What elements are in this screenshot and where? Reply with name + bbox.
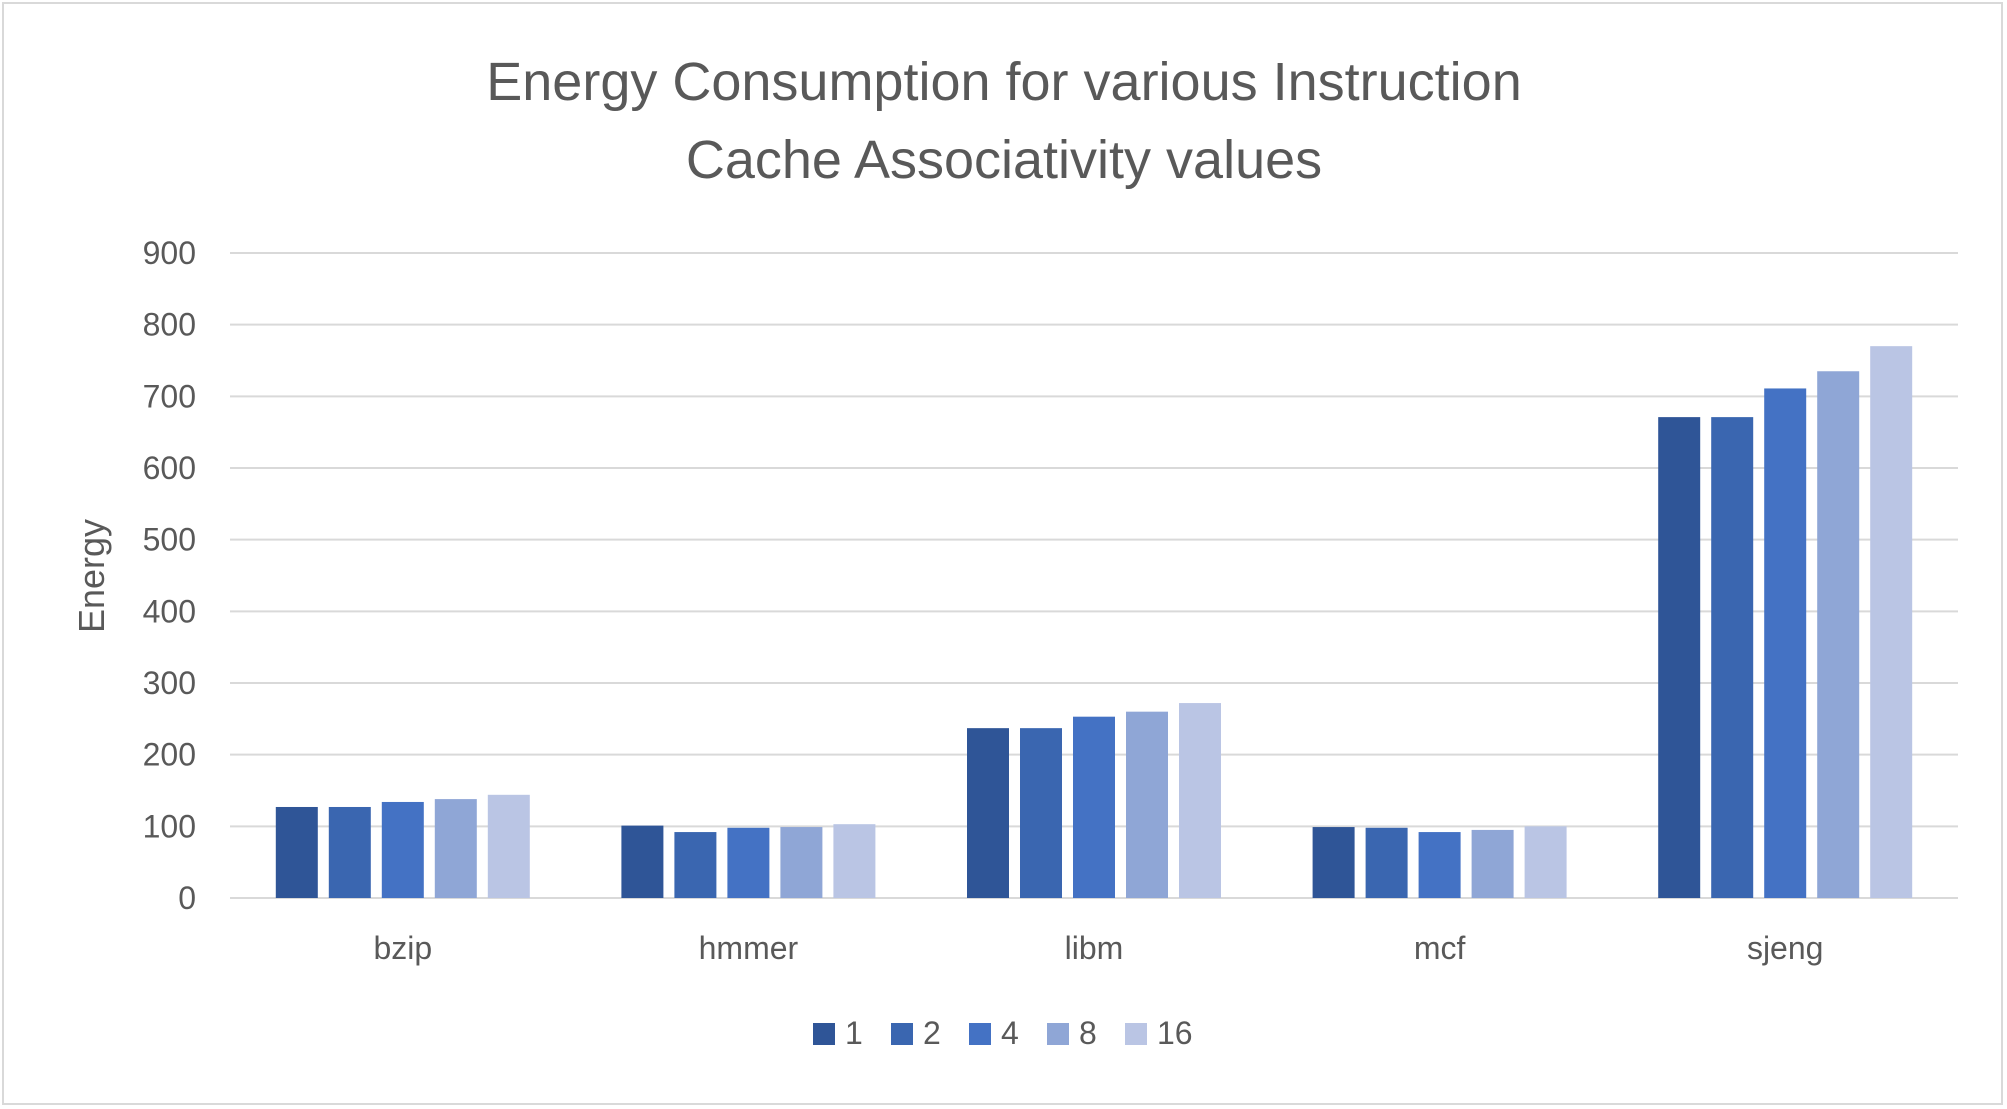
bar-libm-series-4: [1073, 716, 1115, 898]
bar-bzip-series-2: [328, 806, 371, 898]
y-tick-label: 0: [178, 880, 196, 916]
bar-hmmer-series-8: [780, 827, 823, 898]
chart-title: Energy Consumption for various Instructi…: [486, 52, 1522, 190]
x-category-label: hmmer: [699, 930, 799, 966]
x-category-label: bzip: [373, 930, 432, 966]
bar-sjeng-series-16: [1870, 346, 1913, 899]
legend-label: 1: [845, 1015, 863, 1051]
legend-swatch-4: [969, 1023, 991, 1045]
x-axis-category-labels: bzip hmmer libm mcf sjeng: [373, 930, 1823, 966]
legend-label: 4: [1001, 1015, 1019, 1051]
bar-mcf-series-8: [1471, 829, 1514, 898]
legend-label: 2: [923, 1015, 941, 1051]
y-tick-label: 300: [143, 665, 196, 701]
y-tick-label: 500: [143, 522, 196, 558]
chart-canvas: Energy Consumption for various Instructi…: [71, 52, 1958, 1051]
bar-libm-series-8: [1126, 711, 1168, 898]
legend-swatch-1: [813, 1023, 835, 1045]
bar-mcf-series-2: [1365, 827, 1408, 898]
bar-bzip-series-1: [275, 806, 318, 898]
bar-sjeng-series-8: [1817, 371, 1860, 898]
bar-sjeng-series-2: [1711, 417, 1754, 898]
y-tick-label: 400: [143, 593, 196, 629]
bar-hmmer-series-4: [727, 827, 770, 898]
y-tick-label: 600: [143, 450, 196, 486]
bar-bzip-series-4: [381, 801, 424, 898]
bars: [275, 346, 1913, 899]
y-axis-tick-labels: 0 100 200 300 400 500 600 700 800 900: [143, 235, 196, 916]
y-axis-title: Energy: [71, 519, 112, 633]
y-tick-label: 200: [143, 737, 196, 773]
x-category-label: libm: [1065, 930, 1124, 966]
legend-swatch-16: [1125, 1023, 1147, 1045]
bar-hmmer-series-1: [621, 825, 664, 898]
bar-sjeng-series-1: [1658, 417, 1701, 898]
legend-swatch-8: [1047, 1023, 1069, 1045]
bar-bzip-series-16: [487, 794, 530, 898]
bar-mcf-series-16: [1524, 826, 1567, 898]
y-tick-label: 700: [143, 378, 196, 414]
bar-libm-series-2: [1020, 728, 1062, 898]
x-category-label: mcf: [1414, 930, 1466, 966]
bar-bzip-series-8: [434, 799, 477, 898]
y-tick-label: 800: [143, 307, 196, 343]
chart-title-line-2: Cache Associativity values: [686, 130, 1322, 190]
legend-swatch-2: [891, 1023, 913, 1045]
bar-libm-series-16: [1179, 703, 1221, 898]
legend-label: 8: [1079, 1015, 1097, 1051]
legend: 1 2 4 8 16: [813, 1015, 1193, 1051]
y-tick-label: 100: [143, 808, 196, 844]
bar-hmmer-series-16: [833, 824, 876, 898]
legend-label: 16: [1157, 1015, 1193, 1051]
bar-sjeng-series-4: [1764, 388, 1807, 898]
bar-mcf-series-1: [1312, 827, 1355, 898]
bar-hmmer-series-2: [674, 832, 717, 898]
chart-title-line-1: Energy Consumption for various Instructi…: [486, 52, 1522, 112]
x-category-label: sjeng: [1747, 930, 1824, 966]
bar-mcf-series-4: [1418, 832, 1461, 898]
y-tick-label: 900: [143, 235, 196, 271]
bar-libm-series-1: [967, 728, 1009, 898]
